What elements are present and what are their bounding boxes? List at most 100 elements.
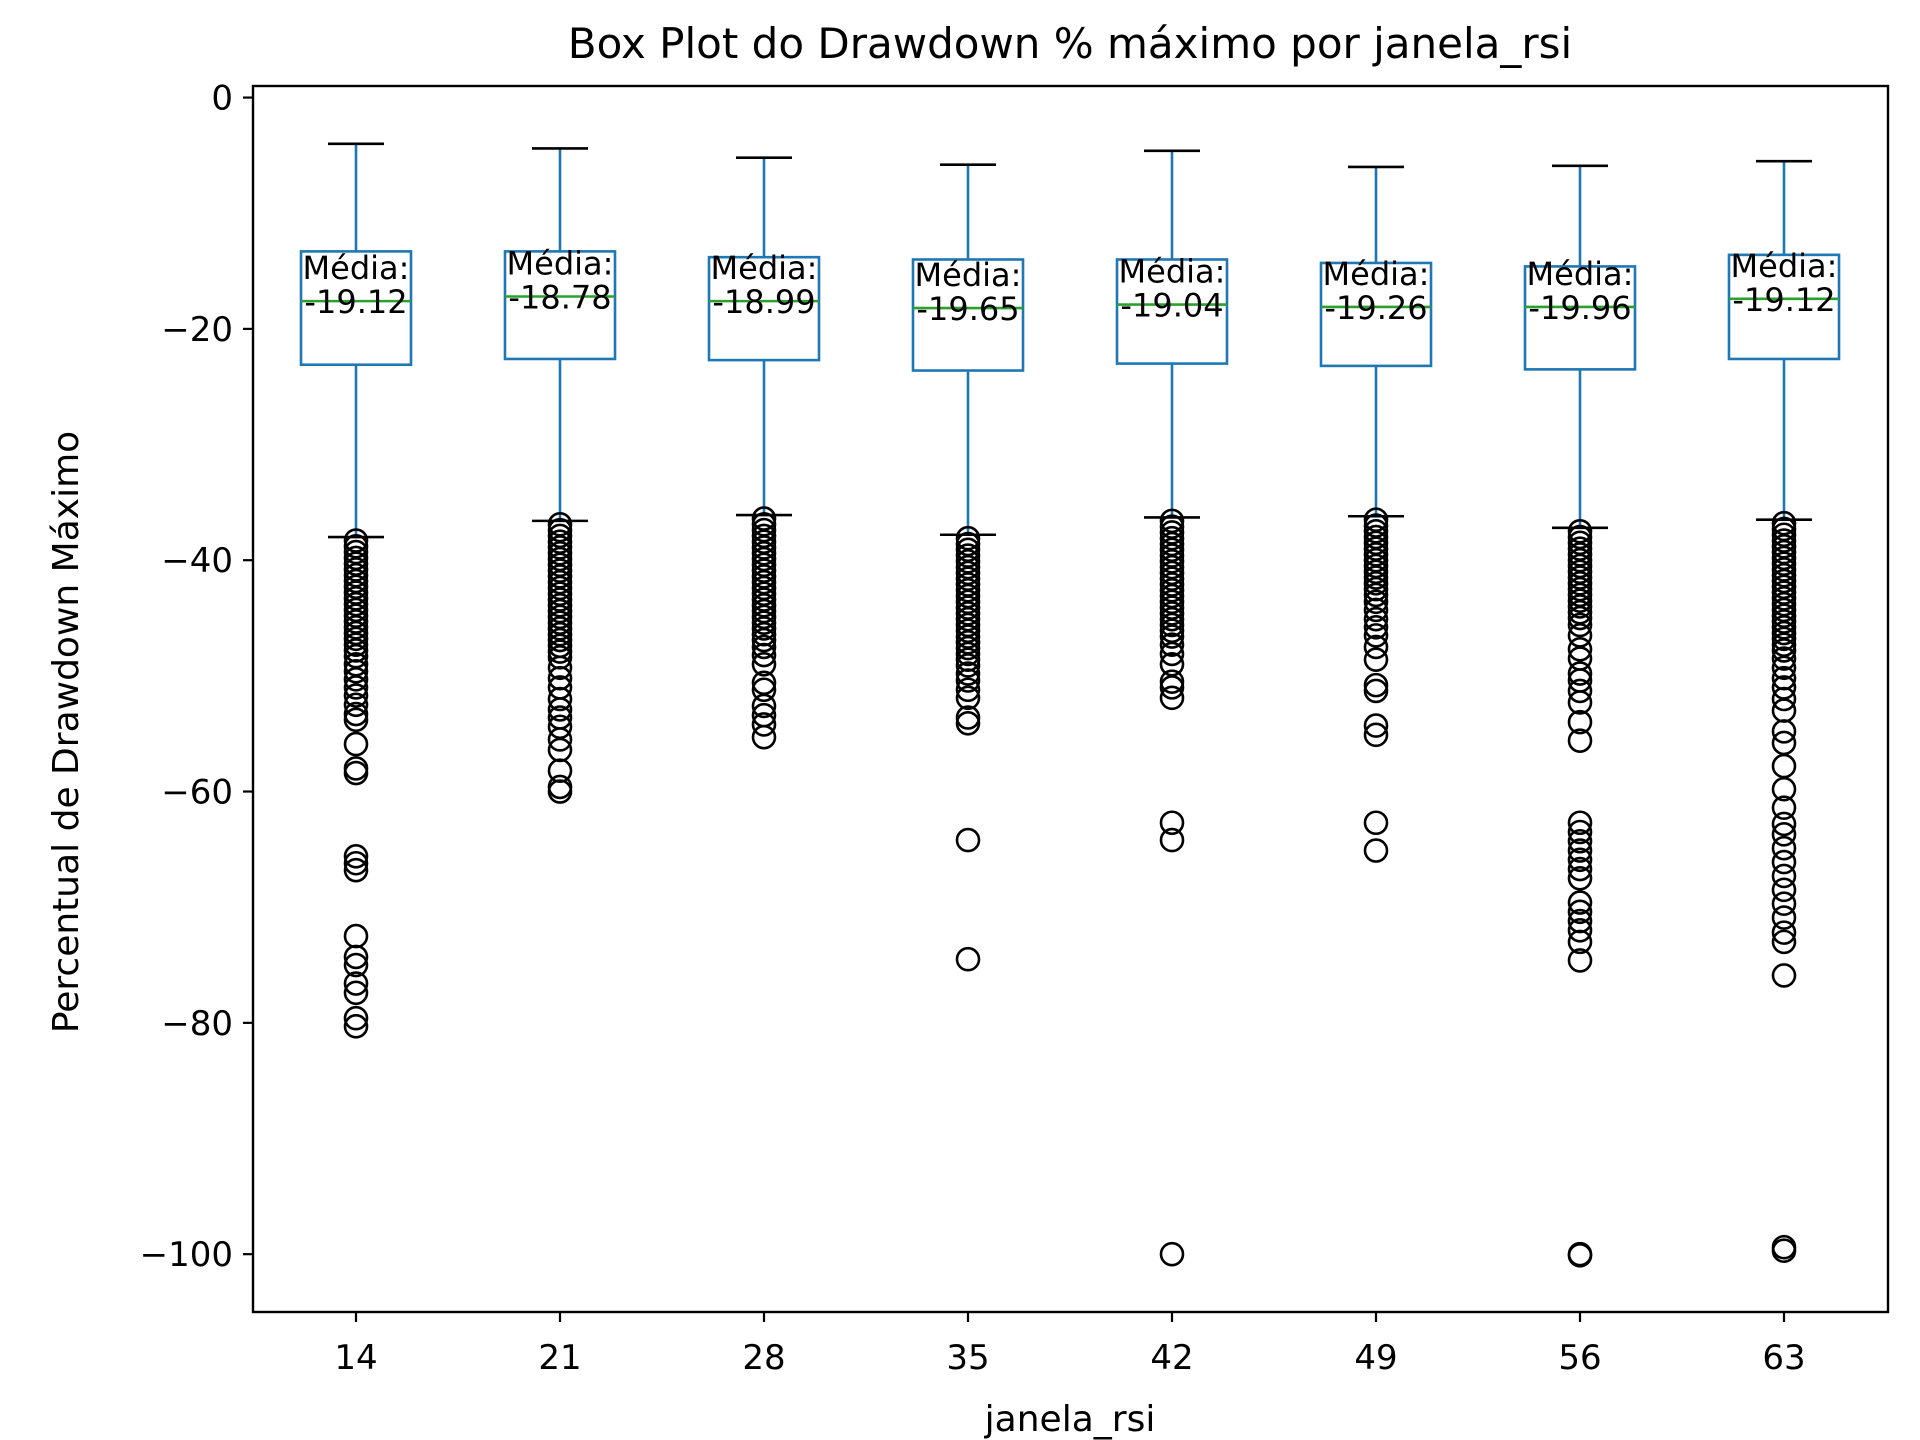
x-tick-label: 63: [1762, 1338, 1805, 1378]
outlier-point: [1567, 728, 1593, 753]
outlier-point: [1363, 589, 1389, 615]
outlier-point: [343, 952, 369, 978]
outlier-point: [1567, 594, 1593, 619]
outlier-point: [955, 685, 981, 711]
x-tick-label: 14: [334, 1338, 377, 1378]
outlier-point: [1363, 597, 1389, 623]
outlier-point: [1771, 929, 1797, 955]
iqr-box: [1727, 253, 1841, 361]
outlier-point: [1771, 891, 1797, 917]
outlier-point: [1567, 828, 1593, 854]
outlier-point: [343, 626, 369, 652]
outlier-point: [1159, 641, 1185, 667]
outlier-point: [751, 610, 777, 635]
outlier-point: [1567, 838, 1593, 863]
outlier-point: [955, 710, 981, 736]
outlier-point: [1567, 890, 1593, 915]
mean-label-value: -19.65: [916, 290, 1019, 328]
outlier-point: [1567, 819, 1593, 845]
box-group-28: Média:-18.99: [707, 156, 821, 750]
mean-label-prefix: Média:: [507, 245, 614, 283]
outlier-point: [751, 642, 777, 668]
outlier-point: [343, 701, 369, 727]
box-group-14: Média:-19.12: [299, 142, 413, 1039]
outlier-point: [343, 667, 369, 692]
outlier-point: [1363, 672, 1389, 698]
outlier-point: [1363, 606, 1389, 632]
mean-label-value: -19.12: [304, 283, 407, 321]
outlier-point: [955, 827, 981, 853]
outlier-point: [343, 923, 369, 949]
outlier-point: [1159, 685, 1185, 711]
outlier-point: [1159, 675, 1185, 700]
outlier-point: [751, 627, 777, 653]
outlier-point: [1363, 614, 1389, 640]
outlier-point: [1159, 606, 1185, 632]
outlier-point: [1567, 810, 1593, 836]
outlier-point: [343, 632, 369, 657]
outlier-point: [751, 634, 777, 660]
outlier-point: [343, 683, 369, 708]
outlier-point: [1567, 918, 1593, 943]
outlier-point: [343, 843, 369, 869]
outlier-point: [1567, 690, 1593, 715]
outlier-point: [1771, 719, 1797, 744]
outlier-point: [1567, 865, 1593, 891]
mean-label-value: -18.99: [712, 283, 815, 321]
outlier-point: [343, 731, 369, 757]
outlier-point: [1771, 963, 1797, 988]
outlier-point: [751, 712, 777, 737]
box-group-42: Média:-19.04: [1115, 149, 1229, 1267]
outlier-point: [1363, 713, 1389, 738]
outlier-point: [1771, 753, 1797, 779]
outlier-point: [1159, 827, 1185, 853]
outlier-point: [1567, 899, 1593, 925]
x-tick-label: 56: [1558, 1338, 1601, 1378]
outlier-point: [955, 946, 981, 972]
outlier-point: [343, 707, 369, 733]
outlier-point: [1567, 605, 1593, 631]
outlier-point: [1567, 847, 1593, 873]
outlier-point: [1771, 795, 1797, 821]
iqr-box: [1115, 258, 1229, 365]
mean-label-prefix: Média:: [915, 256, 1022, 294]
plot-frame: [251, 84, 1890, 1314]
x-tick-label: 42: [1150, 1338, 1193, 1378]
iqr-box: [707, 255, 821, 362]
mean-label-value: -19.96: [1528, 289, 1631, 327]
outlier-point: [1771, 655, 1797, 681]
x-tick-label: 21: [538, 1338, 581, 1378]
mean-label-value: -18.78: [508, 279, 611, 317]
iqr-box: [911, 258, 1025, 372]
outlier-point: [547, 639, 573, 664]
box-group-63: Média:-19.12: [1727, 159, 1841, 1263]
outlier-point: [1771, 877, 1797, 903]
outlier-point: [343, 850, 369, 876]
box-group-49: Média:-19.26: [1319, 165, 1433, 863]
outlier-point: [1363, 810, 1389, 836]
mean-label-prefix: Média:: [711, 249, 818, 287]
chart-title: Box Plot do Drawdown % máximo por janela…: [568, 19, 1572, 68]
outlier-point: [1159, 669, 1185, 694]
outlier-point: [955, 677, 981, 703]
outlier-point: [1771, 646, 1797, 671]
outlier-point: [1567, 612, 1593, 638]
outlier-point: [547, 655, 573, 681]
outlier-point: [1567, 661, 1593, 686]
y-tick-label: −80: [161, 1004, 233, 1044]
outlier-point: [343, 857, 369, 883]
outlier-point: [1363, 722, 1389, 748]
outlier-point: [343, 675, 369, 700]
iqr-box: [1319, 261, 1433, 368]
outlier-point: [955, 705, 981, 730]
outlier-point: [1567, 678, 1593, 704]
outlier-point: [547, 697, 573, 722]
outlier-point: [343, 760, 369, 786]
outlier-point: [1771, 863, 1797, 889]
y-tick-label: −60: [161, 773, 233, 813]
outlier-point: [1567, 929, 1593, 955]
outlier-point: [1159, 632, 1185, 657]
x-axis-label: janela_rsi: [984, 1399, 1156, 1440]
